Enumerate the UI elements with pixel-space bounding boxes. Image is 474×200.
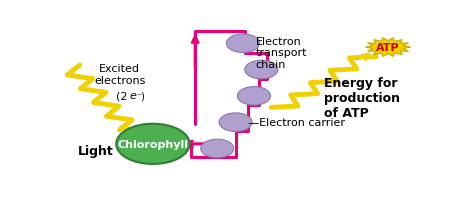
Ellipse shape: [219, 113, 252, 132]
Text: e: e: [129, 91, 136, 101]
Ellipse shape: [116, 124, 190, 164]
Ellipse shape: [227, 35, 259, 53]
Text: Energy for
production
of ATP: Energy for production of ATP: [324, 77, 400, 119]
Text: Light: Light: [78, 144, 113, 157]
Text: —Electron carrier: —Electron carrier: [248, 118, 346, 128]
Text: Excited
electrons: Excited electrons: [94, 64, 146, 86]
Ellipse shape: [245, 61, 278, 79]
Text: ⁻): ⁻): [136, 91, 145, 101]
Text: ATP: ATP: [376, 43, 400, 53]
Polygon shape: [365, 39, 411, 57]
Ellipse shape: [201, 140, 234, 158]
Text: (2: (2: [116, 91, 131, 101]
Ellipse shape: [237, 87, 271, 106]
Text: Chlorophyll: Chlorophyll: [118, 139, 189, 149]
Text: Electron
transport
chain: Electron transport chain: [256, 36, 307, 69]
